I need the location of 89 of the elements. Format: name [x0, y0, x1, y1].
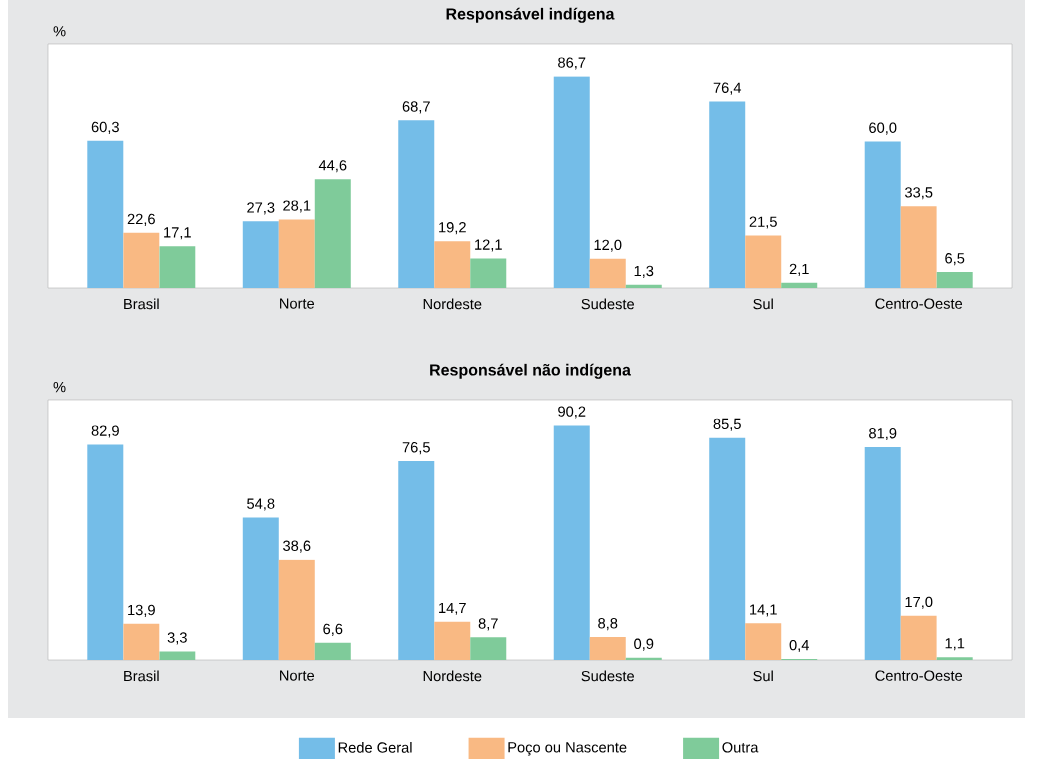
legend-label: Poço ou Nascente	[508, 742, 627, 756]
data-label: 19,2	[439, 222, 466, 235]
bar	[159, 651, 196, 661]
bar	[900, 615, 937, 661]
data-label: 27,3	[247, 202, 275, 215]
data-label: 44,6	[318, 160, 347, 173]
bar	[278, 559, 315, 661]
bar	[864, 447, 901, 661]
bar	[314, 179, 351, 289]
data-label: 85,5	[713, 418, 741, 431]
bar	[434, 621, 471, 661]
x-tick-label: Sul	[753, 298, 773, 310]
bar	[470, 258, 507, 289]
data-label: 28,1	[283, 200, 311, 213]
data-label: 54,8	[247, 498, 275, 511]
x-tick-label: Sudeste	[581, 670, 634, 682]
data-label: 0,4	[789, 640, 809, 653]
x-tick-label: Sul	[753, 670, 773, 682]
x-tick-label: Centro-Oeste	[875, 670, 963, 681]
bar	[745, 623, 782, 661]
bar	[242, 221, 279, 289]
data-label: 60,0	[869, 122, 897, 135]
bar	[434, 241, 471, 289]
data-label: 86,7	[558, 57, 586, 70]
bar	[589, 258, 626, 289]
bar	[709, 437, 746, 661]
data-label: 13,9	[128, 604, 155, 618]
data-label: 68,7	[402, 101, 430, 114]
bar	[470, 637, 507, 661]
x-tick-label: Nordeste	[423, 298, 482, 310]
data-label: 76,5	[402, 442, 430, 455]
data-label: 14,1	[750, 604, 777, 617]
legend-label: Rede Geral	[338, 742, 412, 753]
bar	[936, 657, 973, 661]
bar	[864, 141, 901, 289]
bar	[123, 232, 160, 289]
x-tick-label: Norte	[280, 298, 315, 309]
x-tick-label: Norte	[280, 670, 315, 681]
data-label: 22,6	[127, 213, 155, 227]
data-label: 0,9	[634, 638, 654, 651]
data-label: 17,1	[164, 227, 191, 240]
chart-title: Responsável não indígena	[430, 363, 632, 379]
bar	[900, 206, 937, 289]
bar	[398, 461, 435, 661]
data-label: 6,6	[323, 623, 343, 637]
data-label: 1,3	[634, 265, 654, 279]
data-label: 82,9	[91, 425, 119, 438]
x-tick-label: Brasil	[124, 670, 159, 682]
bar	[87, 444, 124, 661]
y-axis-title: %	[53, 26, 66, 37]
bar	[625, 284, 662, 289]
x-tick-label: Centro-Oeste	[875, 298, 963, 309]
x-tick-label: Sudeste	[581, 298, 634, 310]
data-label: 17,0	[905, 596, 933, 609]
x-tick-label: Nordeste	[423, 670, 482, 682]
data-label: 33,5	[905, 187, 933, 200]
data-label: 76,4	[713, 82, 742, 95]
data-label: 90,2	[558, 406, 586, 419]
bar	[87, 140, 124, 289]
bar	[553, 425, 590, 661]
bar	[781, 283, 818, 289]
data-label: 12,0	[594, 239, 622, 252]
x-tick-label: Brasil	[124, 298, 159, 310]
data-label: 38,6	[283, 540, 311, 553]
bar	[709, 101, 746, 289]
bar	[745, 235, 782, 289]
data-label: 60,3	[91, 121, 119, 135]
bar	[242, 517, 279, 661]
data-label: 8,8	[598, 618, 618, 631]
y-axis-title: %	[53, 382, 66, 393]
data-label: 6,5	[945, 253, 965, 266]
bar	[553, 76, 590, 289]
bar	[398, 120, 435, 289]
data-label: 1,1	[945, 638, 965, 651]
bar	[123, 623, 160, 661]
bar	[936, 272, 973, 289]
bar	[278, 219, 315, 289]
data-label: 12,1	[475, 239, 502, 252]
data-label: 3,3	[167, 632, 187, 645]
data-label: 14,7	[439, 603, 466, 615]
chart-title: Responsável indígena	[446, 7, 615, 23]
bar	[314, 642, 351, 661]
legend-label: Outra	[722, 742, 759, 753]
data-label: 81,9	[869, 428, 897, 441]
data-label: 8,7	[478, 618, 498, 631]
bar	[159, 246, 196, 289]
bar	[589, 637, 626, 661]
data-label: 2,1	[789, 263, 809, 277]
data-label: 21,5	[749, 216, 777, 229]
